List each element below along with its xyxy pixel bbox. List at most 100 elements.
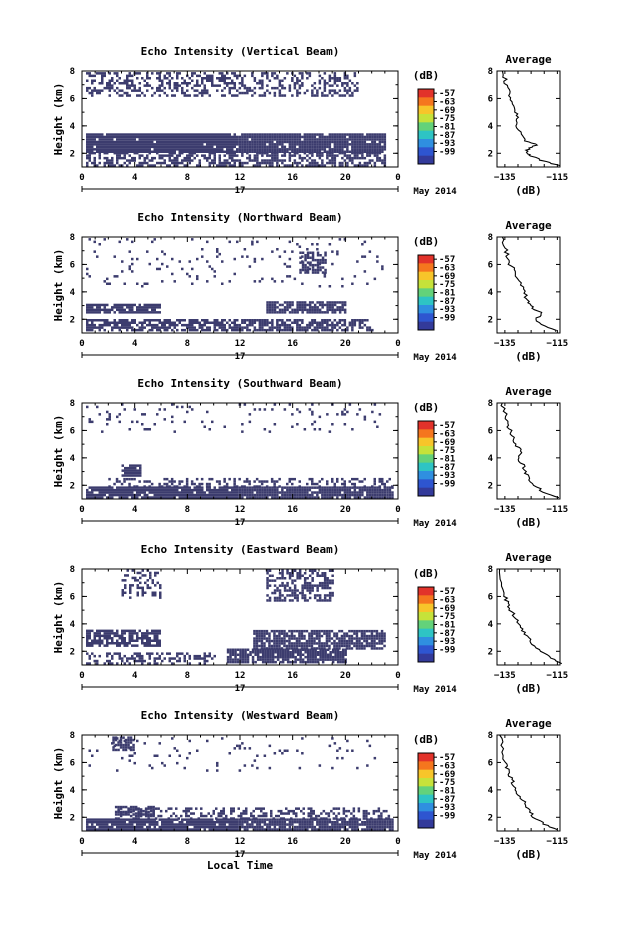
echo-cell bbox=[260, 637, 264, 640]
echo-cell bbox=[258, 135, 262, 139]
echo-cell bbox=[316, 261, 320, 264]
echo-cell bbox=[263, 642, 266, 645]
echo-cell bbox=[158, 138, 161, 141]
echo-cell bbox=[153, 164, 156, 167]
echo-cell bbox=[286, 301, 289, 304]
echo-cell bbox=[306, 266, 310, 269]
echo-cell bbox=[218, 72, 221, 75]
average-x-tick-label: −135 bbox=[494, 339, 516, 349]
echo-cell bbox=[338, 301, 342, 304]
echo-cell bbox=[106, 321, 109, 324]
echo-cell bbox=[148, 632, 151, 635]
echo-cell bbox=[261, 493, 264, 497]
echo-cell bbox=[88, 145, 91, 149]
echo-cell bbox=[141, 311, 144, 314]
echo-cell bbox=[248, 156, 252, 160]
echo-cell bbox=[191, 488, 194, 492]
echo-cell bbox=[296, 303, 299, 307]
echo-cell bbox=[333, 323, 337, 327]
echo-cell bbox=[88, 238, 91, 241]
echo-cell bbox=[278, 94, 282, 97]
echo-cell bbox=[146, 306, 149, 309]
echo-cell bbox=[93, 488, 96, 492]
echo-cell bbox=[124, 469, 127, 472]
echo-cell bbox=[264, 653, 267, 656]
echo-cell bbox=[313, 86, 317, 90]
echo-cell bbox=[168, 150, 171, 153]
echo-cell bbox=[303, 151, 307, 155]
echo-cell bbox=[121, 403, 124, 406]
echo-cell bbox=[161, 493, 164, 497]
echo-cell bbox=[281, 143, 284, 146]
echo-cell bbox=[156, 145, 159, 149]
echo-cell bbox=[321, 77, 324, 80]
echo-cell bbox=[358, 323, 362, 327]
echo-cell bbox=[376, 488, 379, 492]
echo-cell bbox=[98, 634, 101, 638]
echo-cell bbox=[113, 652, 116, 655]
echo-cell bbox=[339, 658, 342, 661]
echo-cell bbox=[301, 321, 304, 324]
echo-cell bbox=[123, 140, 126, 144]
echo-cell bbox=[161, 659, 164, 663]
echo-cell bbox=[303, 133, 307, 136]
echo-cell bbox=[193, 140, 196, 144]
echo-cell bbox=[248, 145, 252, 149]
echo-cell bbox=[98, 496, 101, 499]
echo-cell bbox=[136, 282, 139, 285]
echo-cell bbox=[351, 91, 354, 95]
echo-cell bbox=[303, 572, 307, 575]
echo-cell bbox=[258, 629, 261, 633]
echo-cell bbox=[324, 648, 327, 651]
echo-cell bbox=[126, 657, 129, 660]
echo-cell bbox=[201, 496, 204, 499]
echo-cell bbox=[343, 308, 347, 312]
echo-cell bbox=[293, 140, 297, 144]
echo-cell bbox=[301, 586, 304, 590]
echo-cell bbox=[143, 133, 146, 136]
echo-cell bbox=[98, 135, 101, 139]
echo-cell bbox=[368, 138, 372, 141]
echo-cell bbox=[318, 74, 322, 78]
echo-cell bbox=[288, 156, 292, 160]
echo-cell bbox=[381, 133, 384, 136]
echo-cell bbox=[298, 156, 302, 160]
echo-cell bbox=[123, 491, 126, 494]
echo-cell bbox=[281, 599, 284, 602]
echo-cell bbox=[181, 148, 184, 151]
echo-cell bbox=[126, 306, 129, 309]
echo-cell bbox=[193, 133, 196, 136]
echo-cell bbox=[303, 303, 307, 307]
echo-cell bbox=[195, 477, 199, 481]
echo-cell bbox=[281, 584, 284, 587]
echo-cell bbox=[300, 629, 304, 633]
echo-cell bbox=[146, 82, 149, 85]
echo-cell bbox=[98, 629, 101, 633]
echo-cell bbox=[291, 148, 294, 151]
echo-cell bbox=[103, 629, 106, 633]
echo-cell bbox=[158, 94, 161, 97]
echo-cell bbox=[134, 474, 137, 477]
echo-cell bbox=[323, 632, 326, 635]
echo-cell bbox=[101, 496, 104, 499]
echo-cell bbox=[273, 151, 277, 155]
echo-cell bbox=[299, 648, 302, 651]
echo-cell bbox=[343, 637, 346, 640]
echo-cell bbox=[211, 267, 214, 271]
echo-cell bbox=[293, 589, 297, 592]
echo-cell bbox=[183, 94, 186, 97]
echo-cell bbox=[343, 150, 347, 153]
echo-cell bbox=[301, 140, 304, 144]
echo-cell bbox=[276, 164, 279, 167]
echo-cell bbox=[288, 477, 291, 481]
echo-cell bbox=[91, 639, 94, 642]
echo-cell bbox=[321, 493, 324, 497]
echo-cell bbox=[326, 586, 329, 590]
echo-cell bbox=[288, 486, 292, 489]
echo-cell bbox=[298, 493, 302, 497]
echo-cells bbox=[86, 72, 387, 167]
echo-cell bbox=[270, 477, 274, 481]
echo-cell bbox=[248, 150, 252, 153]
echo-cell bbox=[248, 133, 252, 136]
echo-cell bbox=[338, 642, 341, 645]
